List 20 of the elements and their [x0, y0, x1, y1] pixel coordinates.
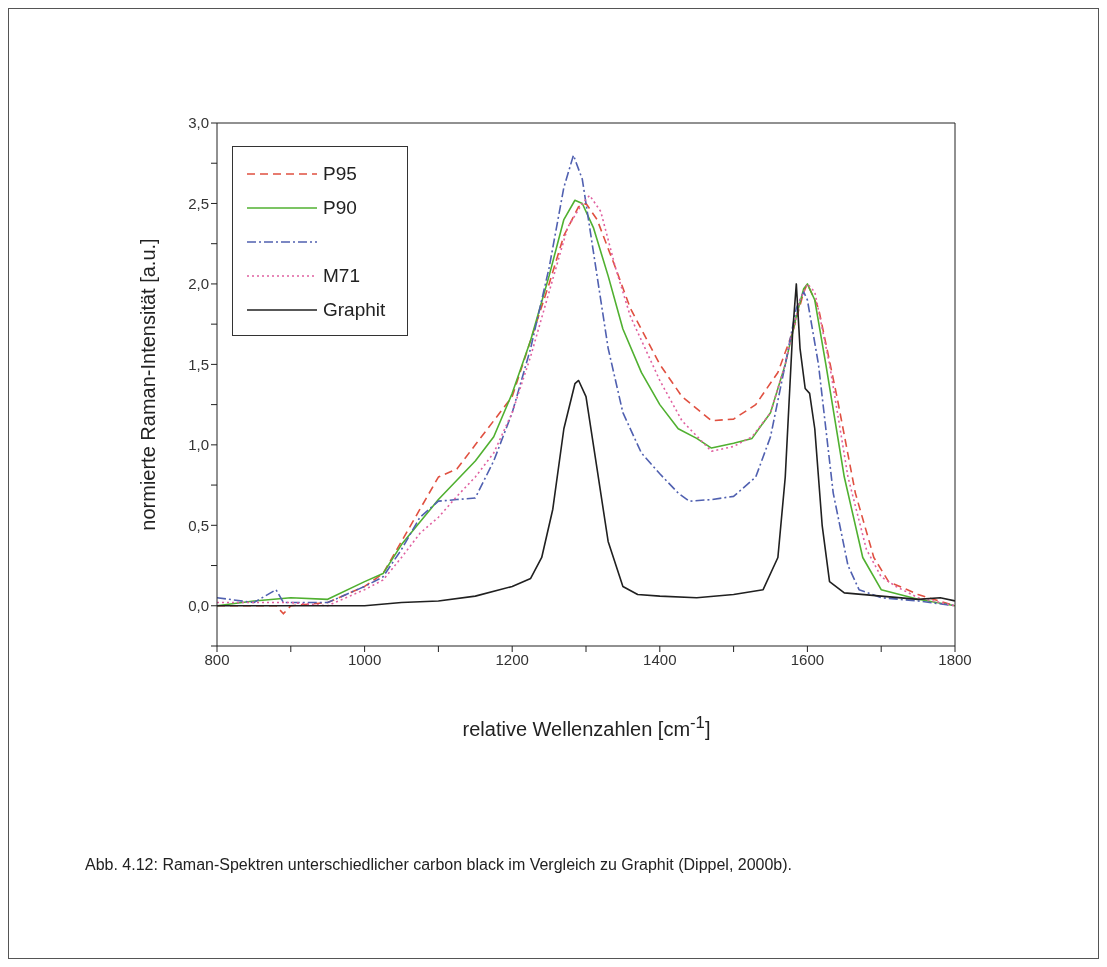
y-tick-label: 3,0 — [188, 114, 209, 132]
x-tick-label: 800 — [204, 650, 230, 668]
y-axis-title: normierte Raman-Intensität [a.u.] — [136, 237, 160, 533]
legend-label: P95 — [323, 163, 358, 185]
y-tick-label: 0,0 — [188, 597, 209, 615]
x-tick-label: 1800 — [938, 650, 972, 668]
x-tick-label: 1200 — [495, 650, 529, 668]
x-tick-label: 1000 — [347, 650, 382, 668]
x-tick-label: 1600 — [790, 650, 825, 668]
y-tick-label: 1,5 — [188, 355, 209, 373]
y-tick-label: 2,5 — [188, 194, 209, 212]
y-tick-label: 0,5 — [188, 516, 209, 534]
caption: Abb. 4.12: Raman-Spektren unterschiedlicher carbon black im Vergleich zu Graphit (Dippel, 2000b). — [85, 856, 794, 874]
y-tick-label: 1,0 — [188, 436, 209, 454]
y-tick-label: 2,0 — [188, 275, 209, 293]
x-tick-label: 1400 — [643, 650, 677, 668]
legend-label: Graphit — [323, 299, 387, 321]
legend-label: P90 — [323, 197, 358, 219]
legend-label: M71 — [323, 265, 361, 287]
x-axis-title: relative Wellenzahlen [cm$^{-1}$] — [461, 713, 712, 741]
